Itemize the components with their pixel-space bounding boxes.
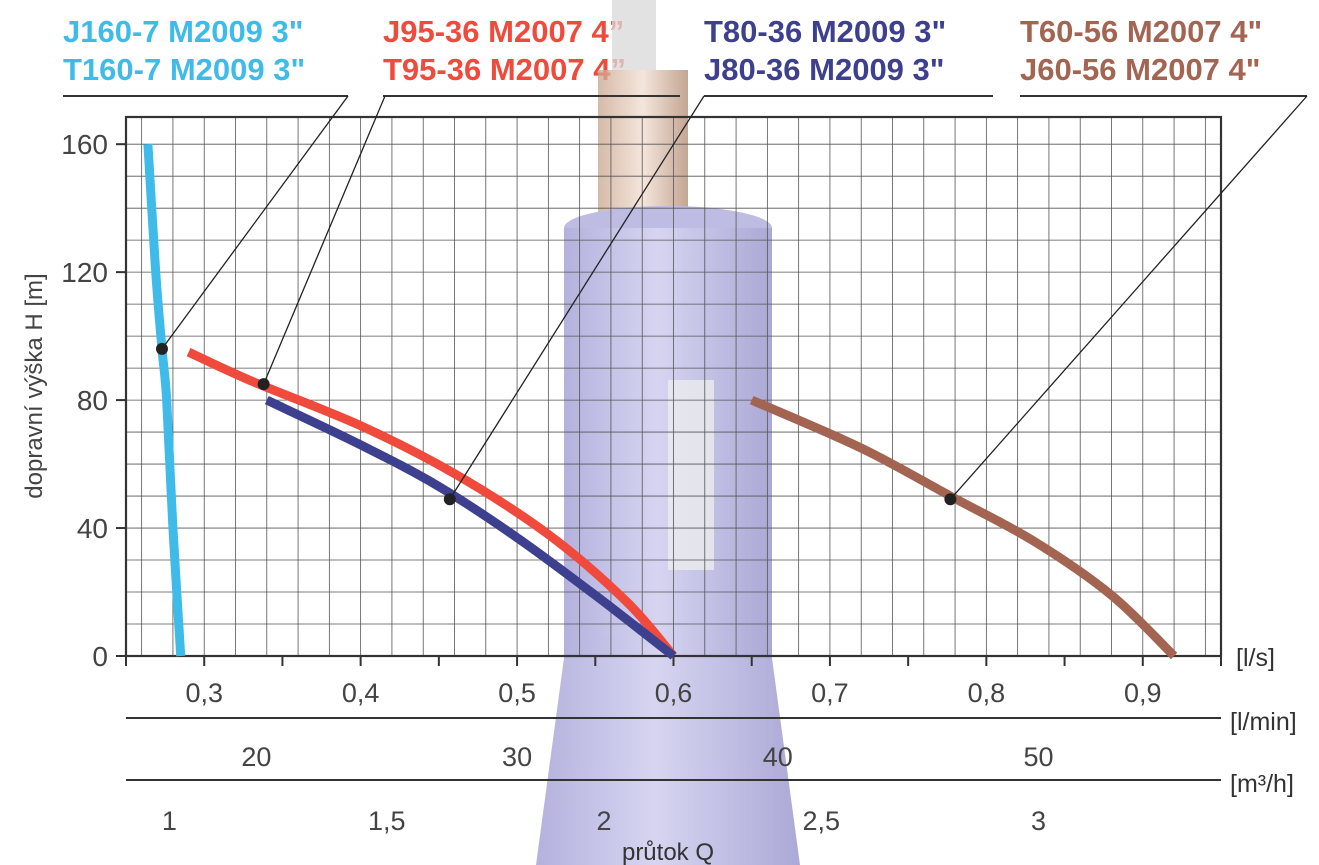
x-axis-label: průtok Q xyxy=(622,839,714,865)
legend-label-j80: J80-36 M2009 3" xyxy=(704,52,945,87)
marker-point xyxy=(443,493,456,506)
pump-illustration xyxy=(536,0,800,865)
y-tick-label: 120 xyxy=(61,257,108,288)
x-tick-label-lmin: 30 xyxy=(502,742,532,772)
legend-label-t95: T95-36 M2007 4” xyxy=(383,52,626,87)
x-tick-label-m3h: 2 xyxy=(596,806,611,836)
y-axis-label: dopravní výška H [m] xyxy=(21,273,48,498)
x-tick-label-m3h: 3 xyxy=(1031,806,1046,836)
series-t80-j80 xyxy=(264,396,677,660)
x-tick-label-ls: 0,9 xyxy=(1124,678,1162,708)
x-unit-m3h: [m³/h] xyxy=(1230,770,1294,798)
legend-label-j160: J160-7 M2009 3" xyxy=(63,14,304,49)
x-tick-label-lmin: 20 xyxy=(241,742,271,772)
x-unit-ls: [l/s] xyxy=(1236,644,1275,672)
x-tick-label-m3h: 2,5 xyxy=(802,806,840,836)
x-tick-label-m3h: 1 xyxy=(162,806,177,836)
x-tick-label-ls: 0,3 xyxy=(185,678,223,708)
x-tick-label-ls: 0,4 xyxy=(342,678,380,708)
legend-label-j95: J95-36 M2007 4” xyxy=(383,14,625,49)
series-j160-t160 xyxy=(143,143,186,657)
leader-line xyxy=(161,95,349,350)
x-tick-label-ls: 0,7 xyxy=(811,678,849,708)
x-tick-label-m3h: 1,5 xyxy=(368,806,406,836)
legend-label-t80: T80-36 M2009 3" xyxy=(704,14,947,49)
marker-point xyxy=(257,378,270,391)
series-j95-t95 xyxy=(186,348,677,659)
x-unit-lmin: [l/min] xyxy=(1230,708,1297,736)
legend-label-j60: J60-56 M2007 4" xyxy=(1020,52,1261,87)
x-tick-label-ls: 0,8 xyxy=(968,678,1006,708)
y-tick-label: 80 xyxy=(77,385,108,416)
grid xyxy=(126,117,1221,656)
leader-line xyxy=(949,95,1308,500)
y-tick-label: 160 xyxy=(61,129,108,160)
leader-line xyxy=(263,95,386,385)
legend-label-t160: T160-7 M2009 3" xyxy=(63,52,306,87)
marker-point xyxy=(155,342,168,355)
leader-line xyxy=(449,95,705,500)
x-tick-label-lmin: 50 xyxy=(1023,742,1053,772)
series-t60-j60 xyxy=(749,395,1178,660)
x-tick-label-ls: 0,5 xyxy=(498,678,536,708)
leader-lines xyxy=(63,95,1308,506)
series xyxy=(143,143,1178,660)
x-tick-label-lmin: 40 xyxy=(763,742,793,772)
y-tick-label: 40 xyxy=(77,513,108,544)
y-tick-label: 0 xyxy=(92,641,108,672)
marker-point xyxy=(944,493,957,506)
legend-label-t60: T60-56 M2007 4" xyxy=(1020,14,1263,49)
x-tick-label-ls: 0,6 xyxy=(655,678,693,708)
